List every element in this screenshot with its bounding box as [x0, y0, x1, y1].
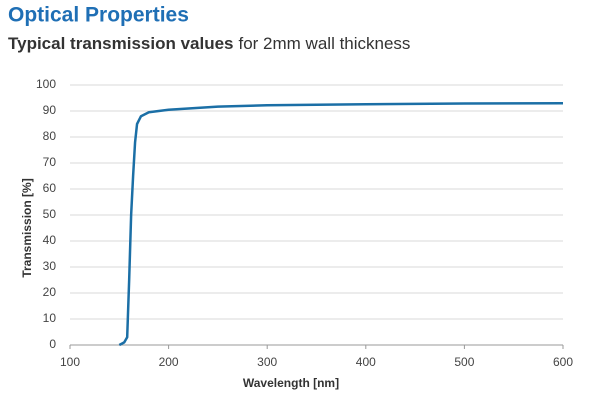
y-tick-label: 50 [43, 207, 57, 221]
x-tick-label: 500 [454, 355, 474, 369]
chart-subtitle: Typical transmission values for 2mm wall … [8, 34, 410, 53]
y-tick-label: 90 [43, 103, 57, 117]
subtitle-bold: Typical transmission values [8, 34, 234, 53]
y-axis-label: Transmission [%] [20, 178, 34, 277]
y-tick-label: 40 [43, 233, 57, 247]
y-tick-label: 60 [43, 181, 57, 195]
y-tick-label: 20 [43, 285, 57, 299]
y-tick-label: 70 [43, 155, 57, 169]
x-tick-label: 400 [356, 355, 376, 369]
chart-title: Optical Properties [8, 4, 189, 27]
x-tick-label: 100 [60, 355, 80, 369]
x-tick-label: 200 [159, 355, 179, 369]
x-tick-label: 300 [257, 355, 277, 369]
data-line [118, 101, 564, 347]
y-tick-label: 100 [36, 77, 56, 91]
y-tick-label: 0 [49, 337, 56, 351]
y-tick-label: 30 [43, 259, 57, 273]
x-tick-label: 600 [553, 355, 573, 369]
y-tick-label: 80 [43, 129, 57, 143]
x-axis-label: Wavelength [nm] [243, 376, 339, 390]
subtitle-rest: for 2mm wall thickness [239, 34, 411, 53]
y-tick-label: 10 [43, 311, 57, 325]
